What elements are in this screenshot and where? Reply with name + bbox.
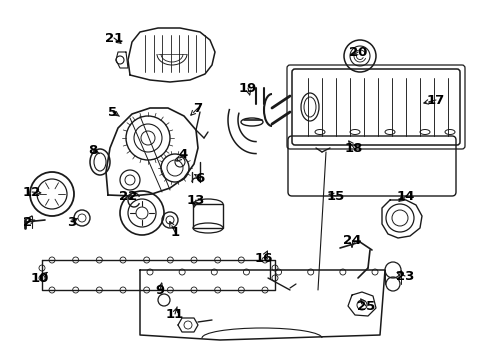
Text: 16: 16 [254,252,273,265]
Text: 4: 4 [178,148,187,162]
Text: 25: 25 [356,300,374,312]
Text: 1: 1 [170,225,179,238]
FancyBboxPatch shape [291,69,459,145]
Text: 15: 15 [326,189,345,202]
Text: 11: 11 [165,307,184,320]
Text: 5: 5 [108,105,117,118]
Text: 19: 19 [238,81,257,94]
Text: 9: 9 [155,284,164,297]
Text: 17: 17 [426,94,444,107]
Text: 3: 3 [67,216,77,229]
Text: 7: 7 [193,102,202,114]
Text: 13: 13 [186,194,205,207]
Text: 23: 23 [395,270,413,283]
Text: 20: 20 [348,45,366,58]
Text: 6: 6 [195,171,204,184]
Text: 24: 24 [342,234,361,247]
Text: 14: 14 [396,189,414,202]
Text: 21: 21 [104,31,123,45]
Text: 18: 18 [344,141,363,154]
Bar [193,204,223,228]
Text: 10: 10 [31,271,49,284]
Text: 8: 8 [88,144,98,157]
Text: 2: 2 [23,216,33,229]
Text: 12: 12 [23,185,41,198]
Text: 22: 22 [119,189,137,202]
